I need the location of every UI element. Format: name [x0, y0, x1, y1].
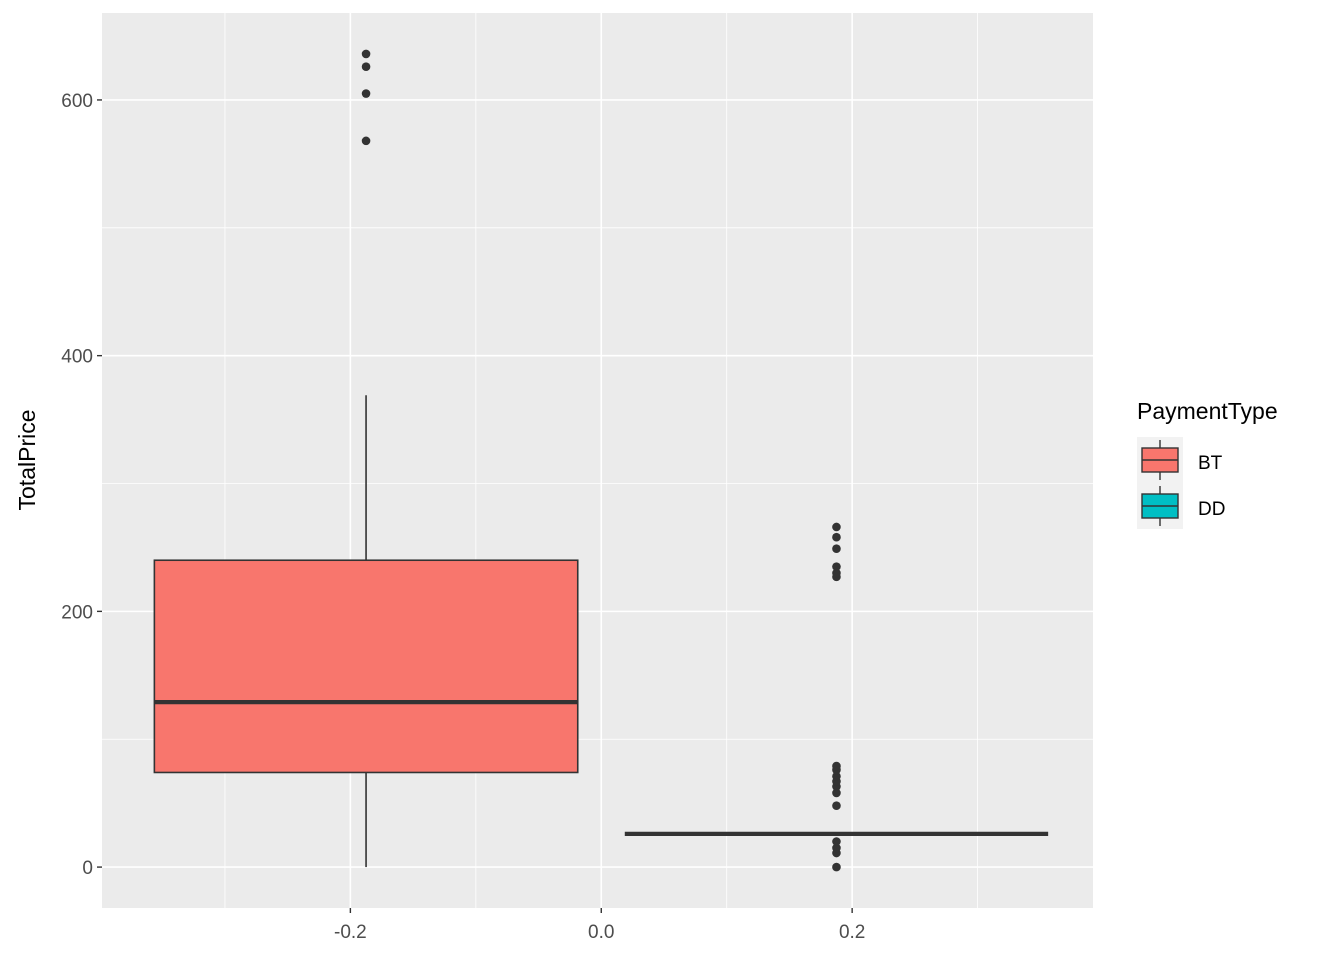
outlier-point-dd	[832, 788, 841, 798]
outlier-point-dd	[832, 843, 841, 853]
x-tick-label: -0.2	[334, 922, 367, 943]
legend: PaymentType BT DD	[1137, 398, 1278, 529]
x-axis: -0.2 0.0 0.2	[334, 908, 865, 943]
grid-minor	[102, 13, 1093, 908]
legend-key-bt	[1137, 437, 1183, 483]
outlier-point-dd	[832, 544, 841, 554]
outlier-point-bt	[361, 62, 371, 71]
box-bt	[153, 559, 579, 774]
outlier-point-dd	[832, 772, 841, 781]
boxplots	[153, 49, 1049, 872]
outlier-point-dd	[832, 761, 841, 771]
outlier-point-bt	[361, 89, 371, 98]
outlier-point-dd	[832, 837, 841, 846]
y-tick-label: 600	[61, 91, 93, 112]
boxplot-dd	[624, 522, 1049, 872]
grid-major	[102, 13, 1093, 908]
legend-key-dd	[1137, 483, 1183, 529]
outlier-point-bt	[361, 49, 371, 59]
y-axis-title: TotalPrice	[14, 410, 40, 511]
outlier-point-dd	[832, 532, 841, 542]
outlier-point-dd	[832, 568, 841, 578]
plot-panel	[102, 13, 1093, 908]
outlier-point-dd	[832, 801, 841, 811]
x-tick-label: 0.2	[839, 922, 865, 943]
y-axis: 0 200 400 600	[61, 91, 102, 879]
boxplot-bt	[153, 49, 579, 868]
y-tick-label: 400	[61, 347, 93, 368]
legend-label-dd: DD	[1198, 499, 1225, 520]
y-tick-label: 200	[61, 602, 93, 623]
outlier-point-bt	[361, 136, 371, 146]
legend-title: PaymentType	[1137, 398, 1278, 424]
legend-label-bt: BT	[1198, 453, 1223, 474]
outlier-point-dd	[832, 562, 841, 571]
outlier-point-dd	[832, 862, 841, 872]
outlier-point-dd	[832, 522, 841, 532]
y-tick-label: 0	[82, 858, 93, 879]
x-tick-label: 0.0	[588, 922, 614, 943]
